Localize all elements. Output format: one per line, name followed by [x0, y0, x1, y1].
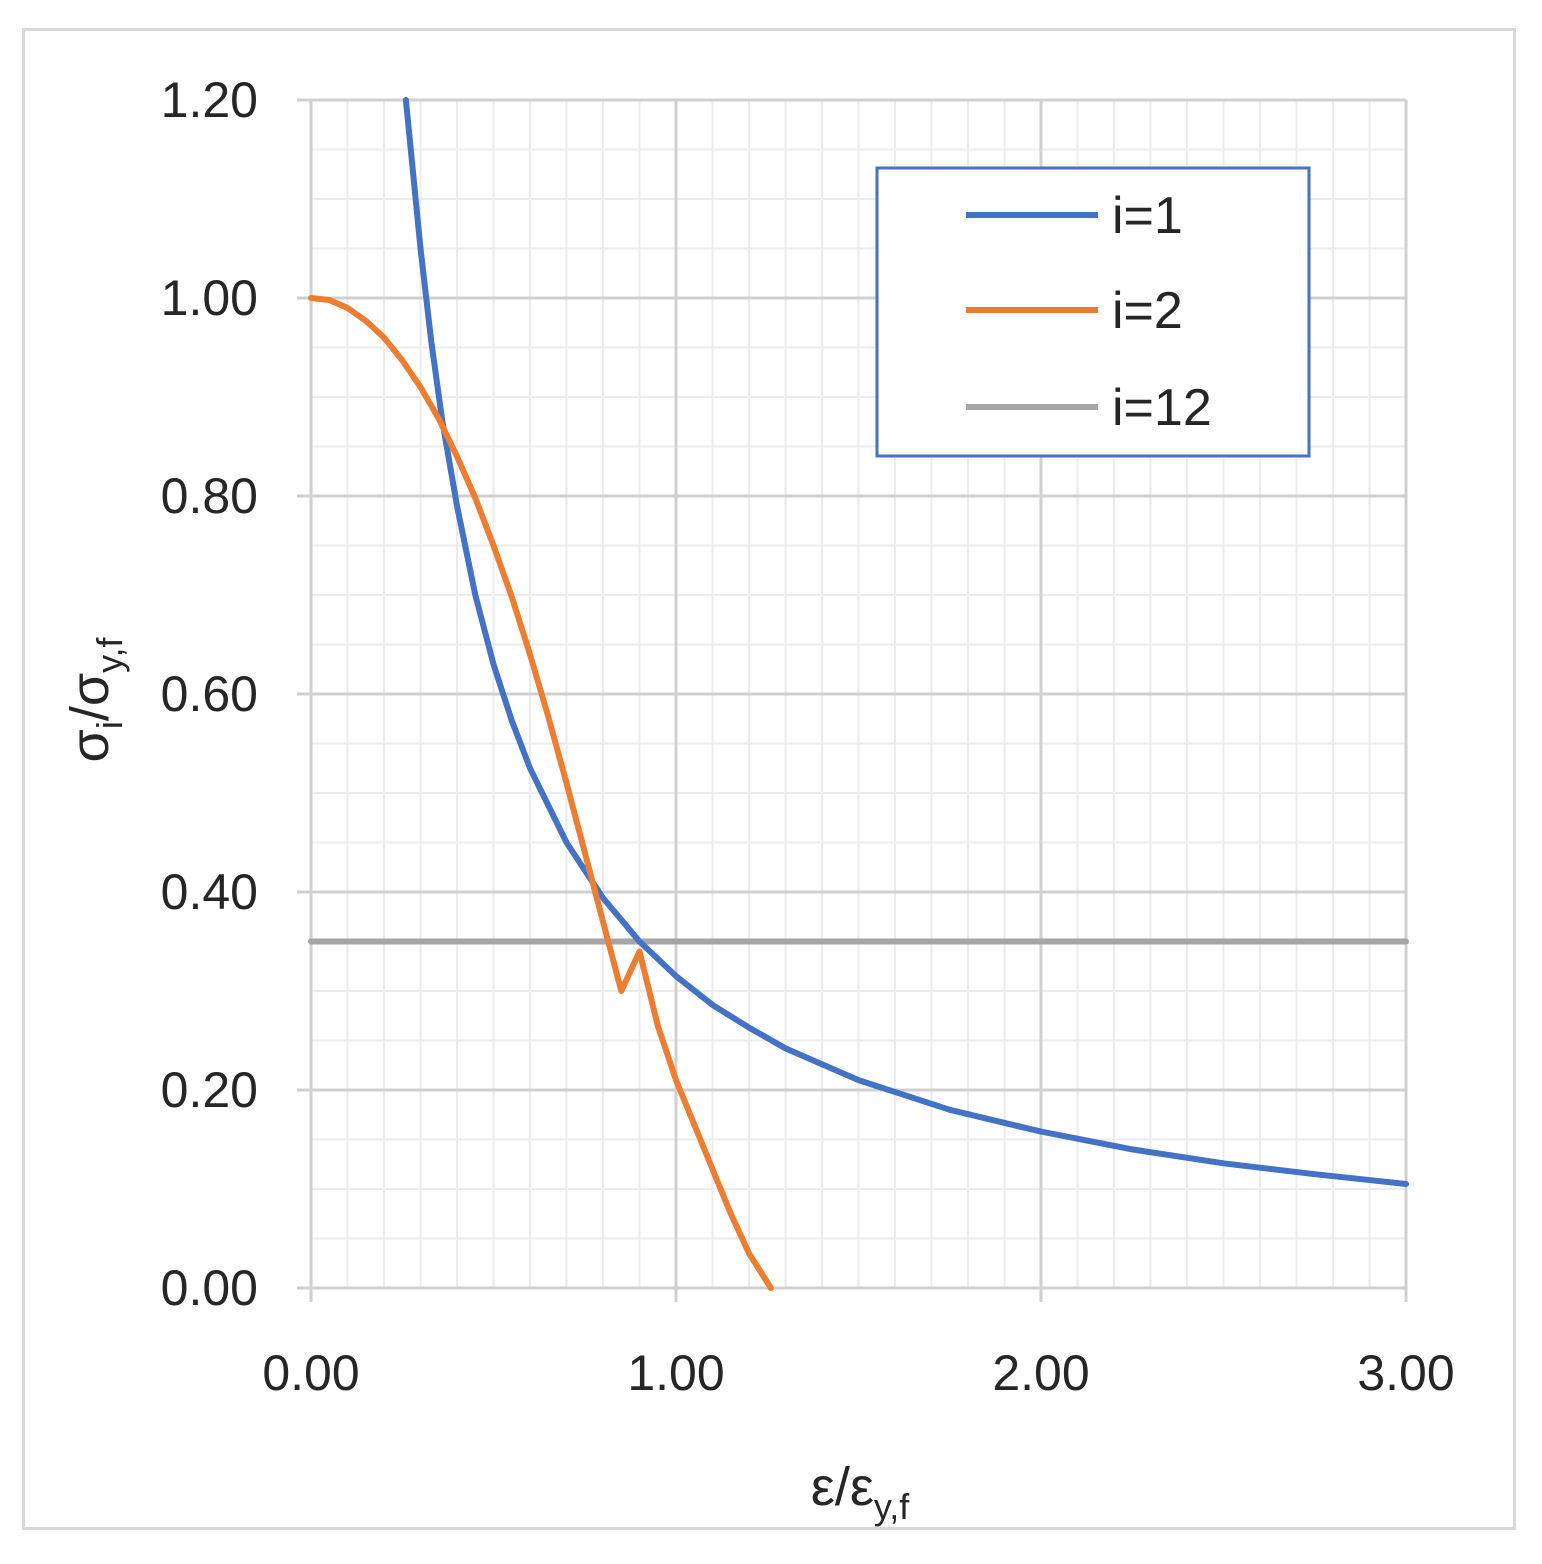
- series-line-i=2: [308, 295, 774, 1291]
- x-axis-label: ε/εy,f: [811, 1457, 910, 1527]
- series-lines: [308, 97, 1409, 1291]
- y-axis-label: σi/σy,f: [60, 637, 130, 763]
- chart-frame: [22, 28, 1516, 1530]
- x-tick-label: 3.00: [1357, 1345, 1454, 1401]
- y-tick-label: 0.40: [161, 864, 258, 920]
- legend: i=1 i=2 i=12: [875, 166, 1311, 458]
- series-line-i=1: [402, 97, 1409, 1187]
- y-tick-label: 0.00: [161, 1260, 258, 1316]
- y-tick-label: 0.20: [161, 1062, 258, 1118]
- legend-label: i=1: [1112, 187, 1183, 245]
- y-tick-label: 0.60: [161, 666, 258, 722]
- y-tick-label: 1.20: [161, 72, 258, 128]
- legend-label: i=12: [1112, 379, 1212, 437]
- x-tick-label: 1.00: [627, 1345, 724, 1401]
- x-tick-label: 2.00: [992, 1345, 1089, 1401]
- legend-label: i=2: [1112, 282, 1183, 340]
- x-tick-label: 0.00: [262, 1345, 359, 1401]
- y-tick-label: 1.00: [161, 270, 258, 326]
- y-tick-label: 0.80: [161, 468, 258, 524]
- y-tick-labels: 0.00 0.20 0.40 0.60 0.80 1.00 1.20: [161, 72, 258, 1316]
- x-tick-labels: 0.00 1.00 2.00 3.00: [262, 1345, 1454, 1401]
